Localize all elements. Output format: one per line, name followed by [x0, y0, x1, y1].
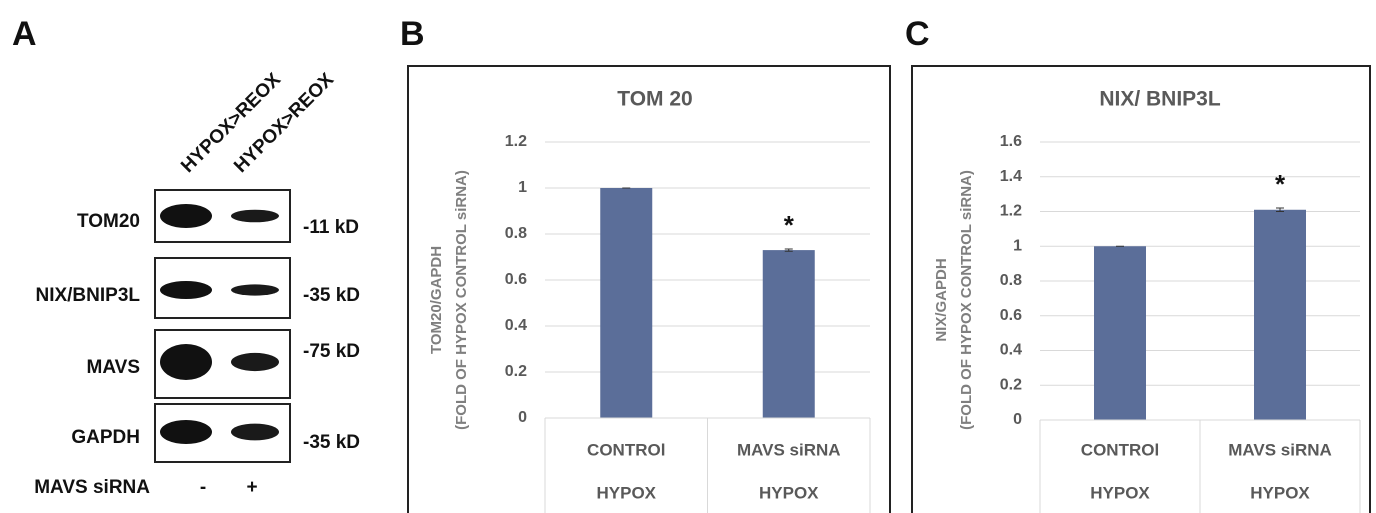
blot-band: [231, 210, 279, 223]
group-label: HYPOX: [596, 483, 656, 502]
size-label: -11 kD: [303, 217, 359, 238]
treatment-label: MAVS siRNA: [34, 477, 150, 498]
x-tick-label: MAVS siRNA: [737, 440, 841, 459]
x-tick-label: MAVS siRNA: [1228, 440, 1332, 459]
panel-letter: B: [400, 15, 425, 53]
y-tick-label: 0: [1013, 411, 1022, 428]
blot-band: [160, 281, 212, 299]
y-tick-label: 1: [1013, 237, 1022, 254]
blot-band: [160, 204, 212, 228]
bar: [1254, 210, 1306, 420]
panel-letter: C: [905, 15, 930, 53]
row-label: MAVS: [87, 357, 140, 378]
blot-band: [231, 424, 279, 441]
y-tick-label: 0.2: [1000, 376, 1022, 393]
blot-band: [231, 353, 279, 371]
y-tick-label: 1: [518, 179, 527, 196]
y-tick-label: 1.2: [1000, 203, 1022, 220]
y-tick-label: 0.4: [1000, 342, 1022, 359]
bar: [1094, 246, 1146, 420]
y-tick-label: 0.8: [505, 225, 527, 242]
y-tick-label: 1.6: [1000, 133, 1022, 150]
bar: [600, 188, 652, 418]
group-label: HYPOX: [1250, 483, 1310, 502]
y-tick-label: 0.6: [1000, 307, 1022, 324]
y-tick-label: 0: [518, 409, 527, 426]
lane-label: HYPOX>REOX: [230, 69, 338, 177]
size-label: -35 kD: [303, 285, 360, 306]
significance: *: [1275, 169, 1286, 199]
blot-band: [231, 284, 279, 295]
y-axis-label: (FOLD OF HYPOX CONTROL siRNA): [958, 170, 975, 430]
panel-letter: A: [12, 15, 37, 53]
y-tick-label: 0.8: [1000, 272, 1022, 289]
row-label: GAPDH: [71, 427, 140, 448]
significance: *: [784, 210, 795, 240]
blot-band: [160, 420, 212, 444]
chart-title: NIX/ BNIP3L: [1099, 88, 1221, 111]
treatment-value: -: [200, 477, 206, 498]
size-label: -35 kD: [303, 432, 360, 453]
y-tick-label: 1.2: [505, 133, 527, 150]
treatment-value: +: [246, 477, 257, 498]
bar: [763, 250, 815, 418]
y-tick-label: 1.4: [1000, 168, 1022, 185]
group-label: HYPOX: [759, 483, 819, 502]
y-tick-label: 0.2: [505, 363, 527, 380]
blot-band: [160, 344, 212, 380]
figure: A B C HYPOX>REOXHYPOX>REOXTOM20-11 kDNIX…: [0, 0, 1376, 513]
y-axis-label: NIX/GAPDH: [933, 258, 950, 341]
x-tick-label: CONTROl: [1081, 440, 1159, 459]
group-label: HYPOX: [1090, 483, 1150, 502]
y-tick-label: 0.4: [505, 317, 527, 334]
chart-title: TOM 20: [617, 88, 692, 111]
y-axis-label: TOM20/GAPDH: [428, 246, 445, 354]
y-axis-label: (FOLD OF HYPOX CONTROL siRNA): [453, 170, 470, 430]
row-label: NIX/BNIP3L: [35, 285, 140, 306]
size-label: -75 kD: [303, 341, 360, 362]
y-tick-label: 0.6: [505, 271, 527, 288]
row-label: TOM20: [77, 211, 140, 232]
x-tick-label: CONTROl: [587, 440, 665, 459]
